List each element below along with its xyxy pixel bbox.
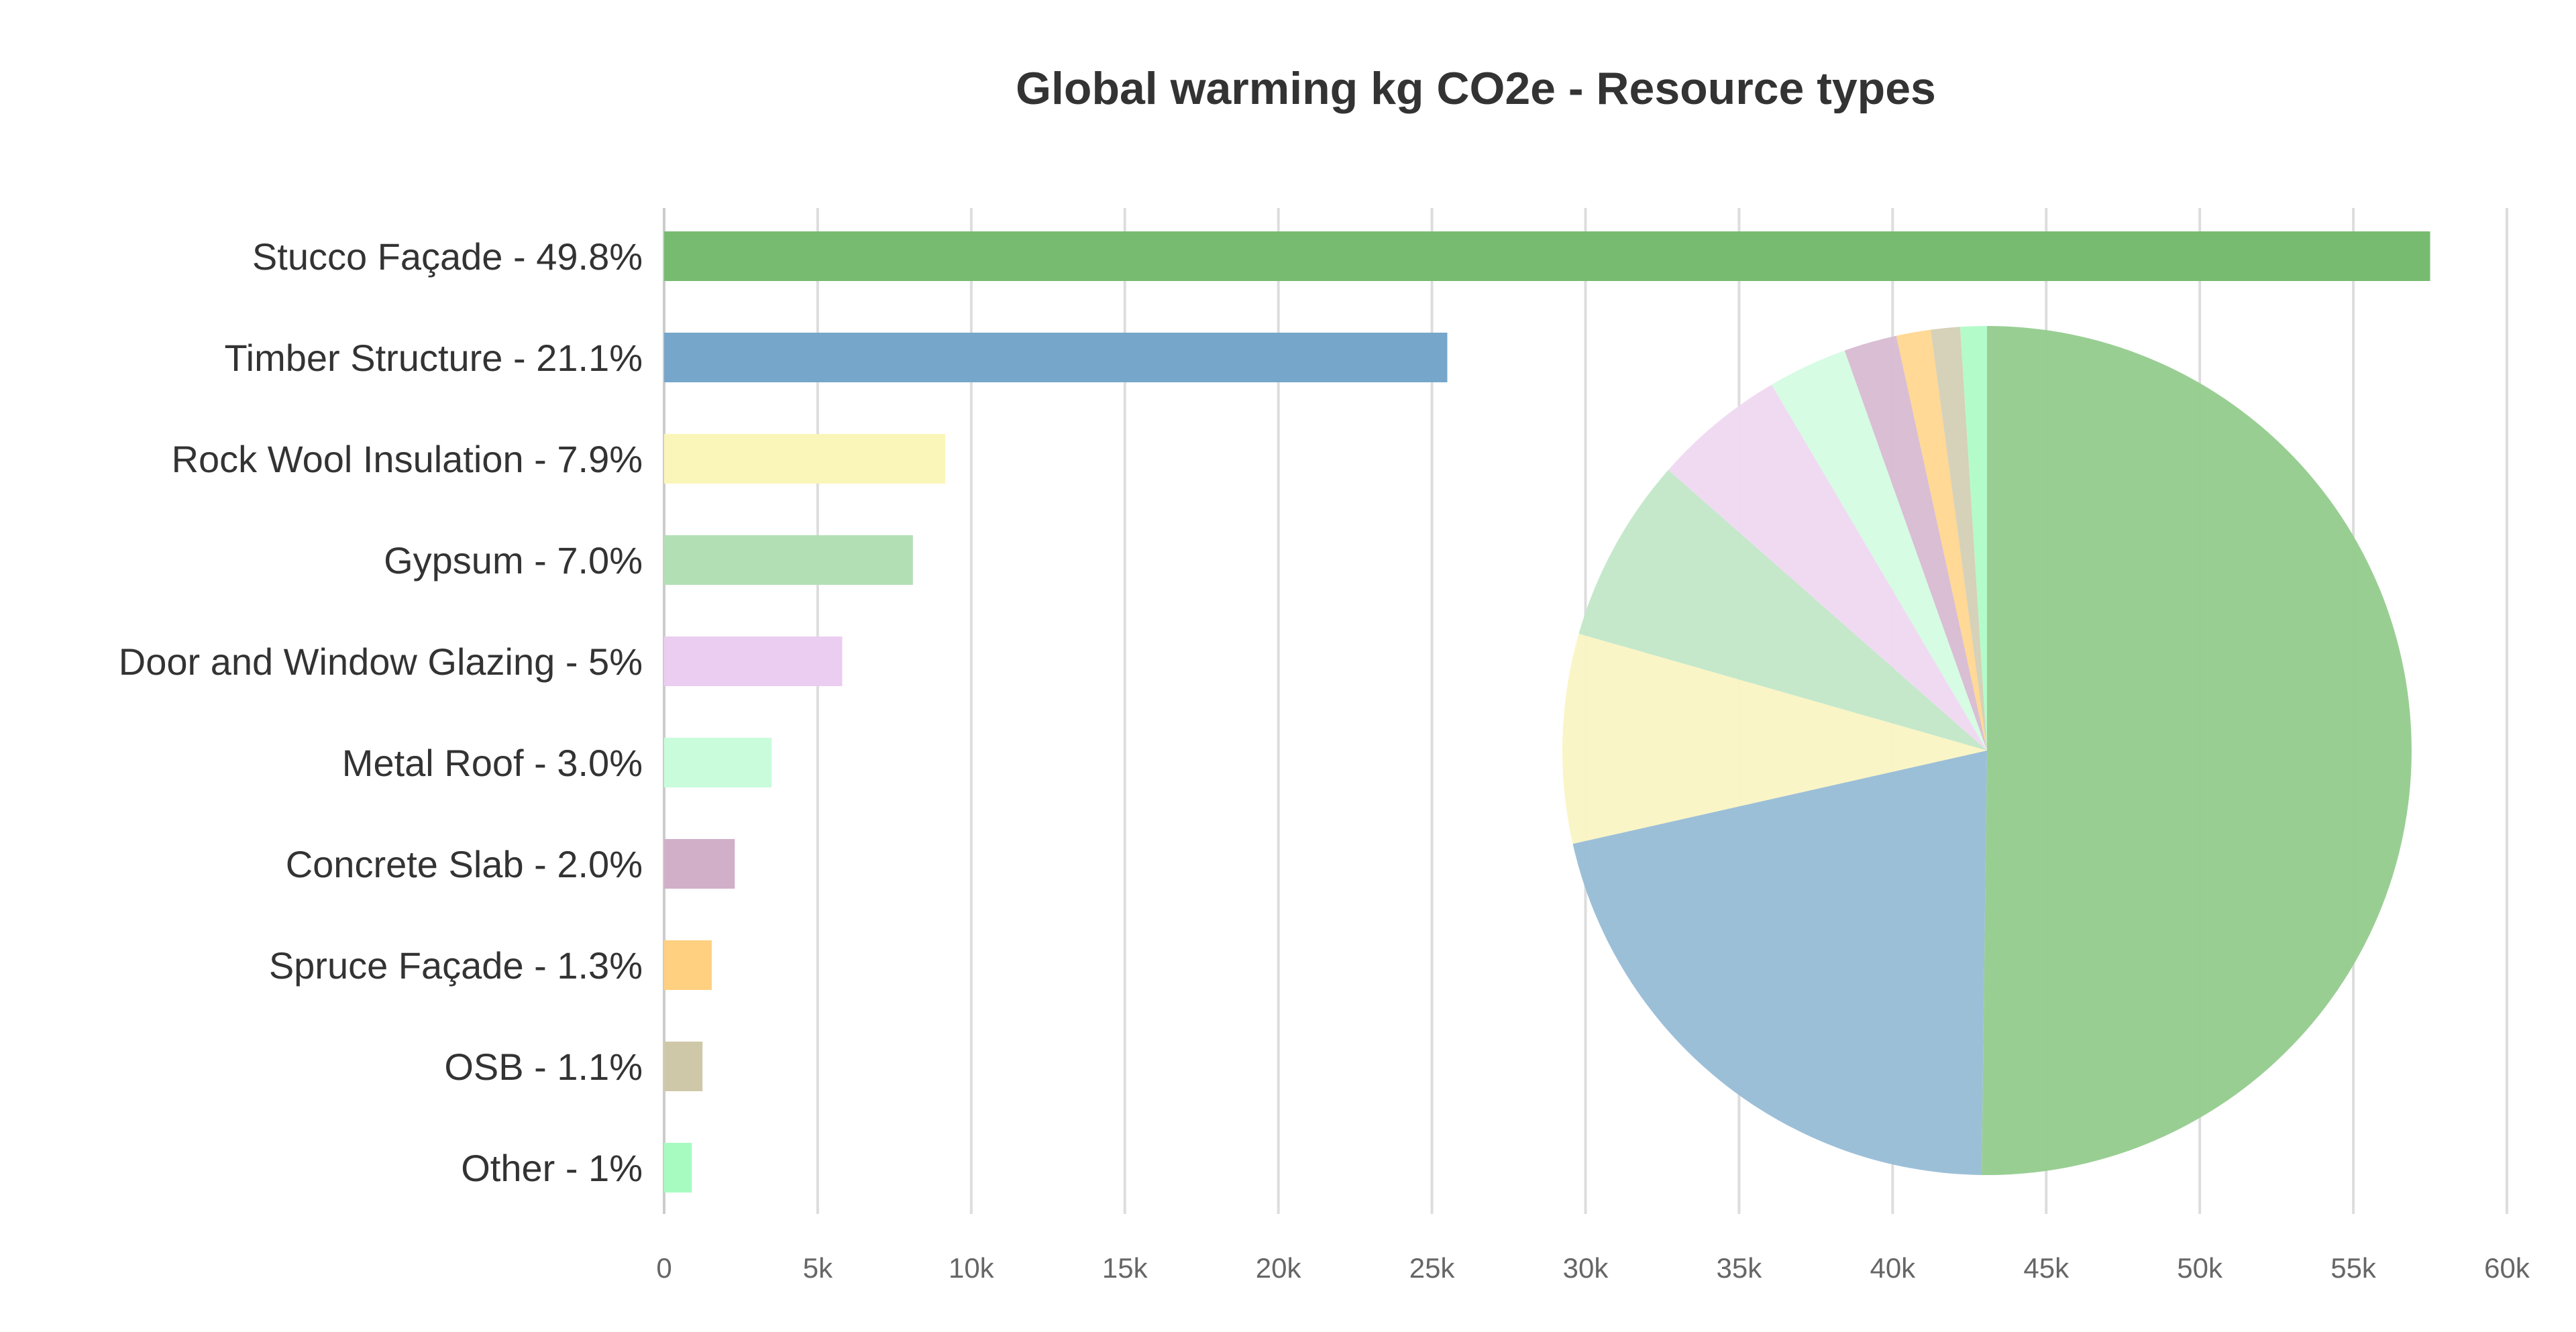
category-label: Concrete Slab - 2.0%	[286, 843, 643, 885]
category-label: Stucco Façade - 49.8%	[252, 235, 643, 278]
x-tick-label: 55k	[2330, 1252, 2377, 1284]
category-label: Spruce Façade - 1.3%	[269, 944, 643, 987]
chart-title: Global warming kg CO2e - Resource types	[1016, 63, 1936, 114]
pie-slice[interactable]	[1562, 633, 1987, 844]
category-label: Other - 1%	[461, 1147, 643, 1189]
x-tick-label: 20k	[1256, 1252, 1302, 1284]
x-tick-label: 35k	[1717, 1252, 1763, 1284]
x-tick-label: 10k	[949, 1252, 995, 1284]
bar[interactable]	[664, 636, 843, 686]
pie-slice[interactable]	[1668, 384, 1987, 751]
pie-chart	[1562, 326, 2412, 1175]
x-tick-label: 15k	[1102, 1252, 1148, 1284]
bar[interactable]	[664, 1042, 703, 1091]
pie-slice[interactable]	[1572, 751, 1987, 1175]
pie-slice[interactable]	[1931, 327, 1987, 751]
category-labels: Stucco Façade - 49.8% Timber Structure - …	[119, 235, 643, 1189]
bar[interactable]	[664, 839, 735, 889]
pie-slice[interactable]	[1896, 329, 1987, 751]
category-label: Rock Wool Insulation - 7.9%	[172, 438, 643, 480]
x-tick-label: 0	[656, 1252, 672, 1284]
bar[interactable]	[664, 535, 913, 585]
pie-slice[interactable]	[1960, 326, 1987, 751]
x-tick-label: 30k	[1563, 1252, 1609, 1284]
category-label: Door and Window Glazing - 5%	[119, 641, 643, 683]
bar[interactable]	[664, 231, 2430, 281]
pie-slice[interactable]	[1771, 350, 1987, 751]
pie-slice[interactable]	[1844, 335, 1987, 751]
bar[interactable]	[664, 333, 1448, 382]
bar[interactable]	[664, 940, 712, 990]
bar[interactable]	[664, 434, 945, 484]
bars	[664, 231, 2430, 1192]
category-label: Timber Structure - 21.1%	[225, 337, 643, 379]
x-tick-label: 40k	[1870, 1252, 1916, 1284]
bar[interactable]	[664, 738, 772, 787]
category-label: Metal Roof - 3.0%	[342, 742, 643, 784]
x-axis-ticks: 0 5k 10k 15k 20k 25k 30k 35k 40k 45k 50k 55k 60k	[656, 1252, 2530, 1284]
category-label: Gypsum - 7.0%	[384, 539, 643, 581]
category-label: OSB - 1.1%	[444, 1046, 643, 1088]
x-tick-label: 25k	[1409, 1252, 1456, 1284]
bar[interactable]	[664, 1143, 692, 1192]
pie-slice[interactable]	[1578, 469, 1987, 751]
x-tick-label: 60k	[2484, 1252, 2530, 1284]
x-tick-label: 50k	[2177, 1252, 2223, 1284]
x-tick-label: 5k	[803, 1252, 833, 1284]
x-tick-label: 45k	[2023, 1252, 2070, 1284]
pie-slice[interactable]	[1981, 326, 2412, 1175]
